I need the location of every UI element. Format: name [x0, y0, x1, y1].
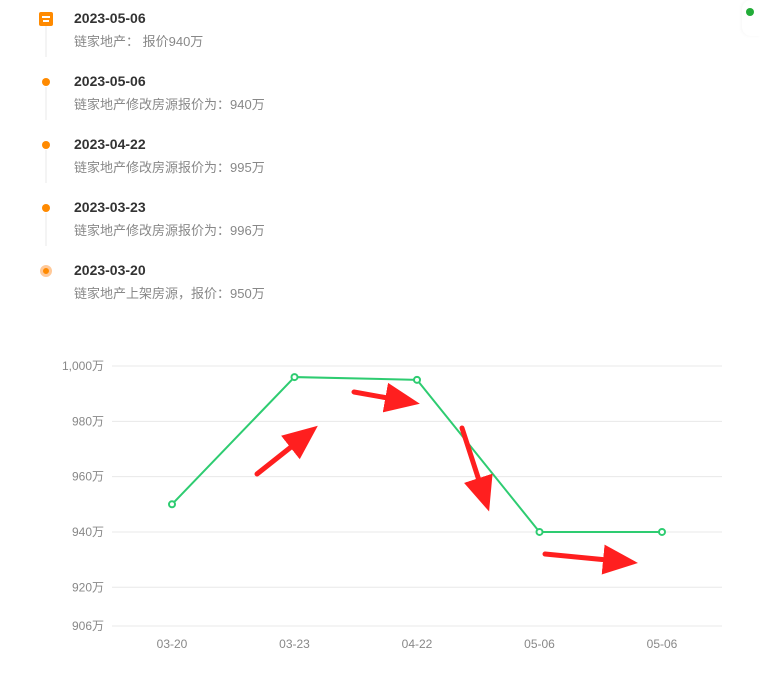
trend-arrow-icon [545, 554, 628, 562]
timeline-date: 2023-03-23 [74, 199, 265, 216]
timeline-item: 2023-03-23 链家地产修改房源报价为：996万 [40, 199, 760, 262]
timeline-desc: 链家地产： 报价940万 [74, 33, 203, 51]
timeline-marker [40, 136, 52, 177]
price-point [169, 501, 175, 507]
timeline-connector [46, 24, 47, 57]
timeline-connector [46, 150, 47, 183]
timeline-connector [46, 87, 47, 120]
timeline-marker [40, 199, 52, 240]
trend-arrow-icon [257, 432, 310, 474]
x-tick-label: 03-23 [279, 637, 310, 651]
timeline-item: 2023-03-20 链家地产上架房源，报价：950万 [40, 262, 760, 325]
y-tick-label: 980万 [72, 414, 104, 428]
timeline-desc: 链家地产修改房源报价为：940万 [74, 96, 265, 114]
x-tick-label: 05-06 [524, 637, 555, 651]
side-badge[interactable] [742, 0, 760, 36]
timeline-content: 2023-05-06 链家地产： 报价940万 [52, 10, 203, 51]
timeline-marker [40, 10, 52, 51]
timeline-date: 2023-05-06 [74, 73, 265, 90]
timeline-desc: 链家地产修改房源报价为：996万 [74, 222, 265, 240]
note-icon [39, 12, 53, 26]
price-point [292, 374, 298, 380]
dot-icon [42, 141, 50, 149]
timeline-marker [40, 73, 52, 114]
timeline-content: 2023-05-06 链家地产修改房源报价为：940万 [52, 73, 265, 114]
timeline-desc: 链家地产修改房源报价为：995万 [74, 159, 265, 177]
price-series-line [172, 377, 662, 532]
price-line-chart: 1,000万 980万 960万 940万 920万 906万 03-20 03-23 04-2… [52, 354, 732, 664]
dot-ring-icon [40, 265, 52, 277]
timeline-date: 2023-05-06 [74, 10, 203, 27]
price-history-timeline: 2023-05-06 链家地产： 报价940万 2023-05-06 链家地产修改房源… [0, 0, 760, 325]
x-tick-label: 04-22 [402, 637, 433, 651]
y-tick-label: 1,000万 [62, 359, 104, 373]
price-point [414, 377, 420, 383]
timeline-content: 2023-04-22 链家地产修改房源报价为：995万 [52, 136, 265, 177]
trend-arrow-icon [354, 392, 410, 402]
price-point [537, 529, 543, 535]
trend-arrow-icon [462, 428, 486, 502]
timeline-date: 2023-03-20 [74, 262, 265, 279]
dot-icon [42, 78, 50, 86]
timeline-content: 2023-03-23 链家地产修改房源报价为：996万 [52, 199, 265, 240]
timeline-item: 2023-05-06 链家地产： 报价940万 [40, 10, 760, 73]
dot-icon [42, 204, 50, 212]
x-tick-label: 03-20 [157, 637, 188, 651]
timeline-date: 2023-04-22 [74, 136, 265, 153]
price-point [659, 529, 665, 535]
y-tick-label: 920万 [72, 580, 104, 594]
y-tick-label: 906万 [72, 619, 104, 633]
timeline-content: 2023-03-20 链家地产上架房源，报价：950万 [52, 262, 265, 303]
y-tick-label: 940万 [72, 525, 104, 539]
timeline-marker [40, 262, 52, 303]
x-tick-label: 05-06 [647, 637, 678, 651]
timeline-item: 2023-04-22 链家地产修改房源报价为：995万 [40, 136, 760, 199]
y-tick-label: 960万 [72, 470, 104, 484]
timeline-connector [46, 213, 47, 246]
timeline-desc: 链家地产上架房源，报价：950万 [74, 285, 265, 303]
timeline-item: 2023-05-06 链家地产修改房源报价为：940万 [40, 73, 760, 136]
price-chart-container: 1,000万 980万 960万 940万 920万 906万 03-20 03-23 04-2… [52, 354, 732, 664]
